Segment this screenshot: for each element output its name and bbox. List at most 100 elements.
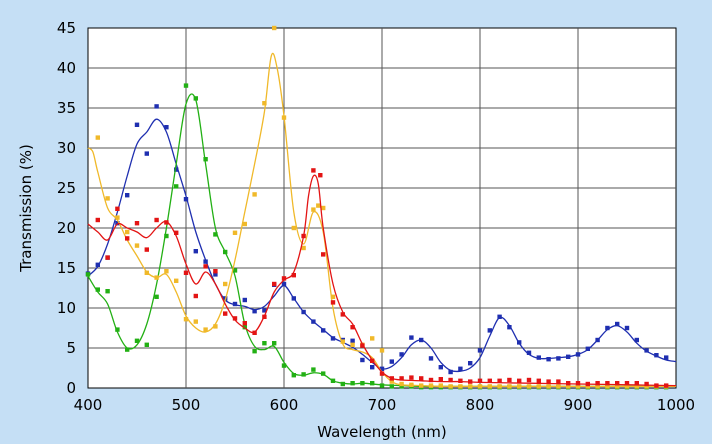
series-4-point [389, 376, 394, 381]
series-4-point [487, 378, 492, 383]
series-1-point [389, 359, 394, 364]
series-4-point [223, 311, 228, 316]
series-1-point [379, 366, 385, 371]
series-3-point [330, 294, 336, 299]
series-2-point [291, 373, 296, 378]
series-3-point [321, 205, 326, 211]
series-2-point [281, 363, 287, 368]
series-4-point [517, 378, 522, 383]
series-3-point [193, 319, 198, 324]
series-4-point [321, 252, 326, 257]
series-3-point [134, 243, 140, 248]
series-4-point [213, 269, 218, 274]
series-4-point [526, 377, 532, 383]
series-2-point [360, 381, 365, 386]
series-4-point [507, 377, 512, 383]
series-1-point [164, 125, 169, 130]
series-4-point [468, 379, 473, 384]
series-1-point [615, 321, 620, 327]
series-4-point [585, 381, 590, 387]
series-1-point [546, 357, 551, 362]
series-3-point [399, 381, 404, 387]
series-1-point [350, 338, 355, 343]
series-4-point [438, 377, 443, 382]
series-3-point [379, 348, 385, 353]
series-2-point [350, 381, 355, 386]
x-tick-label: 600 [270, 396, 299, 414]
series-4-point [615, 381, 620, 386]
series-2-point [164, 233, 169, 239]
series-2-point [174, 184, 179, 189]
series-3-point [95, 135, 100, 140]
x-tick-label: 1000 [657, 396, 695, 414]
series-3-point [634, 384, 639, 389]
series-4-point [242, 321, 247, 326]
series-3-point [624, 384, 630, 389]
series-3-point [409, 382, 414, 387]
series-1-point [174, 167, 179, 172]
x-tick-label: 500 [172, 396, 201, 414]
series-4-point [370, 358, 375, 363]
series-3-point [144, 270, 149, 275]
series-1-point [497, 314, 502, 319]
series-1-point [556, 356, 561, 361]
series-4-point [330, 300, 336, 305]
series-4-point [272, 281, 277, 287]
series-2-point [115, 327, 120, 332]
series-4-point [458, 378, 463, 383]
series-2-point [85, 272, 91, 277]
series-2-point [232, 268, 238, 273]
series-1-point [536, 355, 541, 360]
series-4-point [497, 378, 502, 383]
series-4-point [144, 247, 149, 252]
series-2-point [262, 341, 267, 346]
series-1-point [281, 281, 287, 287]
series-group [85, 25, 677, 390]
series-4-point [193, 293, 198, 299]
y-tick-label: 15 [57, 259, 76, 277]
y-tick-label: 10 [57, 299, 76, 317]
series-2-point [203, 157, 208, 162]
series-2-point [213, 232, 218, 237]
series-4-point [350, 325, 355, 330]
series-4-point [340, 312, 345, 317]
series-3-point [174, 278, 179, 283]
series-3-point [281, 115, 287, 120]
series-1-point [144, 151, 149, 156]
series-3-point [615, 384, 620, 389]
series-3-point [468, 384, 473, 389]
series-4-point [301, 233, 306, 239]
series-3-point [154, 275, 159, 280]
y-tick-label: 45 [57, 19, 76, 37]
series-3-point [575, 384, 581, 389]
series-3-point [183, 317, 189, 322]
series-3-point [566, 384, 571, 389]
series-3-point [419, 383, 424, 388]
series-3-point [585, 384, 590, 389]
series-4-point [262, 314, 267, 319]
series-1-point [595, 337, 600, 343]
series-2-point [144, 342, 149, 347]
series-4-point [360, 343, 365, 348]
y-tick-label: 25 [57, 179, 76, 197]
series-4-point [419, 376, 424, 381]
series-3-point [252, 192, 257, 197]
series-2-point [154, 294, 159, 299]
series-4-point [232, 316, 238, 321]
series-2-point [370, 381, 375, 386]
series-3-point [487, 384, 492, 389]
series-1-point [311, 319, 316, 324]
series-3-point [262, 101, 267, 106]
series-2-point [399, 384, 404, 389]
series-4-point [448, 377, 453, 383]
series-4-point [134, 221, 140, 226]
series-1-point [624, 325, 630, 331]
y-tick-label: 5 [66, 339, 76, 357]
series-3-point [497, 384, 502, 389]
series-3-point [291, 225, 296, 231]
series-4 [87, 168, 677, 388]
series-4-point [595, 381, 600, 386]
series-4-point [318, 173, 323, 178]
series-4-point [654, 383, 659, 388]
